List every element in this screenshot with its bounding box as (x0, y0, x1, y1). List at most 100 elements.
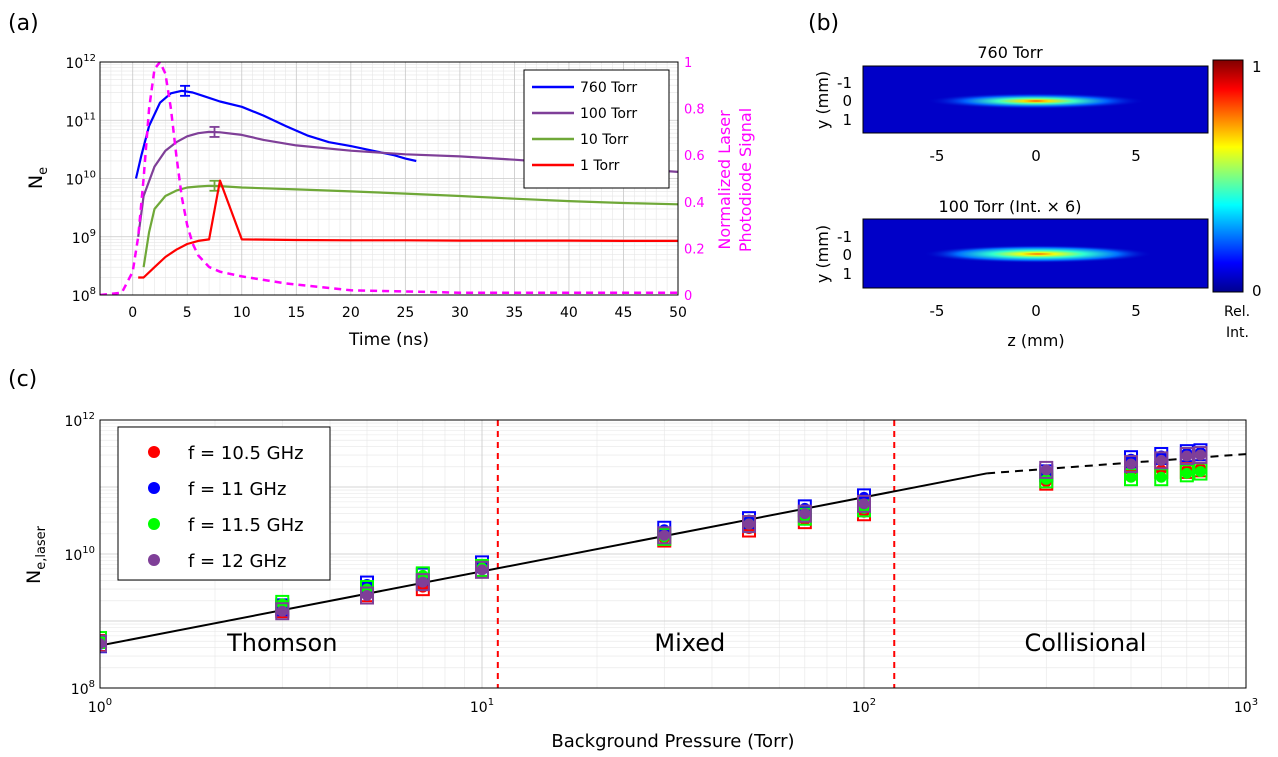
chart-a-xtick-label: 25 (396, 305, 414, 321)
chart-a-series-line-2 (142, 184, 678, 268)
chart-c-xtick-label-base: 10 (88, 700, 106, 716)
image-2-xtick-3: 5 (1131, 302, 1141, 320)
chart-c-point-3 (1124, 455, 1139, 474)
chart-c-xtick-label-exp: 2 (870, 697, 876, 708)
colorbar-min-label: 0 (1252, 282, 1262, 300)
chart-c-region-label: Thomson (226, 629, 337, 657)
chart-a-legend-label: 10 Torr (580, 132, 629, 148)
colorbar (1212, 59, 1244, 293)
chart-a-ytick-label-base: 10 (72, 231, 90, 247)
chart-a-ytick-label-base: 10 (65, 173, 83, 189)
image-1-y-axis-label: y (mm) (813, 71, 832, 129)
chart-c-y-axis-label: Ne,laser (23, 525, 49, 584)
chart-c-point-3 (797, 504, 812, 523)
chart-a-y2tick-label: 0.6 (684, 149, 705, 164)
chart-a-ytick-label-base: 10 (65, 114, 83, 130)
chart-a-legend-label: 1 Torr (580, 158, 620, 174)
chart-c-legend: f = 10.5 GHz f = 11 GHz f = 11.5 GHz f = 12… (117, 426, 331, 581)
image-2-xtick-2: 0 (1031, 302, 1041, 320)
chart-c-fit-solid (100, 472, 988, 647)
chart-c-point-3 (857, 494, 871, 513)
chart-a-xtick-label: 5 (183, 305, 192, 321)
chart-a-xtick-label: 0 (128, 305, 137, 321)
image-2-ytick-2: 0 (842, 246, 852, 264)
chart-c-points-layer (100, 443, 1208, 654)
chart-c-legend-label: f = 12 GHz (188, 551, 286, 572)
chart-a-y2-axis-label-line1: Normalized Laser (715, 110, 734, 250)
image-2-ytick-3: 1 (842, 265, 852, 283)
chart-a-ytick-label-exp: 9 (90, 228, 96, 239)
chart-a-ytick-label-exp: 12 (83, 53, 96, 64)
colorbar-label-line1: Rel. (1224, 304, 1250, 320)
chart-c-point-3 (1179, 447, 1194, 466)
chart-a-ytick-label-base: 10 (65, 56, 83, 72)
chart-a-ytick-label: 1010 (65, 170, 96, 189)
chart-a-y2tick-label: 1 (684, 56, 692, 71)
chart-c-legend-marker (148, 518, 160, 530)
chart-c-region-label: Collisional (1025, 629, 1147, 657)
chart-c-point-3 (657, 526, 672, 545)
chart-c-x-tick-labels: 100 10 1 102 103 (88, 697, 1258, 716)
chart-c-xtick-label: 102 (852, 697, 876, 716)
chart-c-x-axis-label: Background Pressure (Torr) (551, 731, 794, 752)
chart-a-xtick-label: 40 (560, 305, 578, 321)
chart-c-ytick-label-exp: 8 (89, 679, 95, 690)
chart-c-frame (99, 419, 1247, 689)
chart-a-xtick-label: 10 (233, 305, 251, 321)
chart-a-ytick-label: 1011 (65, 111, 96, 130)
chart-c: Thomson Mixed Collisional 100 101 102 103 108… (23, 411, 1258, 752)
chart-a-legend-label: 760 Torr (580, 80, 637, 96)
chart-c-point-3 (100, 634, 107, 653)
chart-c-y-axis-label-sub: e,laser (34, 525, 49, 569)
chart-c-xtick-label: 100 (88, 697, 112, 716)
chart-c-point-3 (1039, 460, 1054, 479)
chart-c-region-boundaries (496, 420, 896, 688)
chart-c-xtick-label: 103 (1234, 697, 1258, 716)
chart-a-x-tick-labels: 0 5 10 15 20 25 30 35 40 45 50 (128, 305, 687, 321)
image-1-ytick-1: -1 (837, 74, 852, 92)
chart-a-xtick-label: 15 (287, 305, 305, 321)
chart-a-xtick-label: 35 (506, 305, 524, 321)
chart-a-y2-tick-labels: 0 0.2 0.4 0.6 0.8 1 (684, 56, 705, 304)
chart-a-series-line-3 (138, 179, 678, 279)
image-1-xtick-1: -5 (930, 147, 945, 165)
chart-a-legend-box (523, 69, 670, 189)
panel-label-b: (b) (808, 11, 839, 36)
chart-c-region-labels: Thomson Mixed Collisional (226, 629, 1146, 657)
chart-c-legend-label: f = 10.5 GHz (188, 443, 304, 464)
colorbar-label-line2: Int. (1226, 325, 1249, 341)
chart-c-ytick-label: 108 (71, 679, 95, 698)
chart-c-point-3 (742, 515, 757, 534)
chart-c-y-axis-label-base: N (23, 570, 45, 584)
chart-a-xtick-label: 30 (451, 305, 469, 321)
chart-c-point-3 (1154, 451, 1169, 470)
chart-c-point-3 (1193, 446, 1208, 465)
chart-a-ytick-label-exp: 8 (90, 286, 96, 297)
chart-a-ytick-label-exp: 11 (83, 111, 96, 122)
image-1-title: 760 Torr (977, 43, 1043, 62)
image-1-ytick-3: 1 (842, 111, 852, 129)
image-1-xtick-3: 5 (1131, 147, 1141, 165)
chart-c-xtick-label-exp: 0 (106, 697, 112, 708)
chart-a-legend-label: 100 Torr (580, 106, 637, 122)
chart-a-y-axis-label-base: N (25, 175, 47, 189)
chart-c-point-3 (360, 586, 375, 605)
chart-c-xtick-label-exp: 1 (488, 697, 494, 708)
chart-a-y-axis-label: Ne (25, 167, 51, 189)
chart-c-legend-marker (148, 446, 160, 458)
chart-c-ytick-label-base: 10 (64, 414, 82, 430)
panel-label-a: (a) (8, 11, 39, 36)
chart-c-legend-marker (148, 482, 160, 494)
chart-a-ytick-label: 108 (72, 286, 96, 305)
chart-a-errorbar-1 (209, 126, 220, 138)
chart-c-region-label: Mixed (654, 629, 725, 657)
chart-a-series-line-1 (137, 130, 678, 237)
chart-c-legend-marker (148, 554, 160, 566)
chart-a-xtick-label: 50 (669, 305, 687, 321)
image-2-y-axis-label: y (mm) (813, 225, 832, 283)
image-2-x-axis-label: z (mm) (1007, 331, 1064, 350)
chart-c-point-3 (275, 602, 290, 621)
chart-c-legend-label: f = 11 GHz (188, 479, 286, 500)
